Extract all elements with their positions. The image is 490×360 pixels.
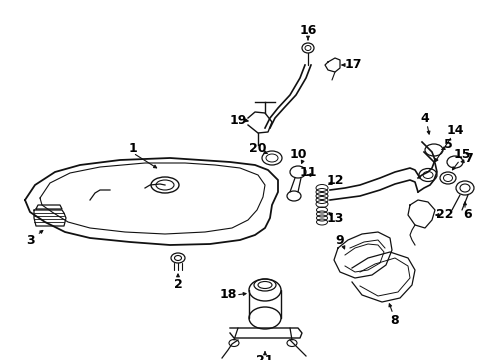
Text: 22: 22 [436, 208, 454, 221]
Text: 7: 7 [464, 152, 472, 165]
Text: 10: 10 [289, 148, 307, 162]
Text: 18: 18 [220, 288, 237, 302]
Text: 16: 16 [299, 23, 317, 36]
Text: 3: 3 [25, 234, 34, 247]
Text: 19: 19 [229, 113, 246, 126]
Text: 11: 11 [299, 166, 317, 179]
Text: 15: 15 [453, 148, 471, 162]
Text: 2: 2 [173, 279, 182, 292]
Text: 17: 17 [344, 58, 362, 72]
Text: 14: 14 [446, 123, 464, 136]
Text: 20: 20 [249, 141, 267, 154]
Text: 8: 8 [391, 314, 399, 327]
Text: 21: 21 [256, 354, 274, 360]
Text: 5: 5 [443, 139, 452, 152]
Text: 4: 4 [420, 112, 429, 125]
Text: 12: 12 [326, 174, 344, 186]
Text: 13: 13 [326, 211, 343, 225]
Text: 1: 1 [129, 141, 137, 154]
Text: 9: 9 [336, 234, 344, 247]
Text: 6: 6 [464, 208, 472, 221]
